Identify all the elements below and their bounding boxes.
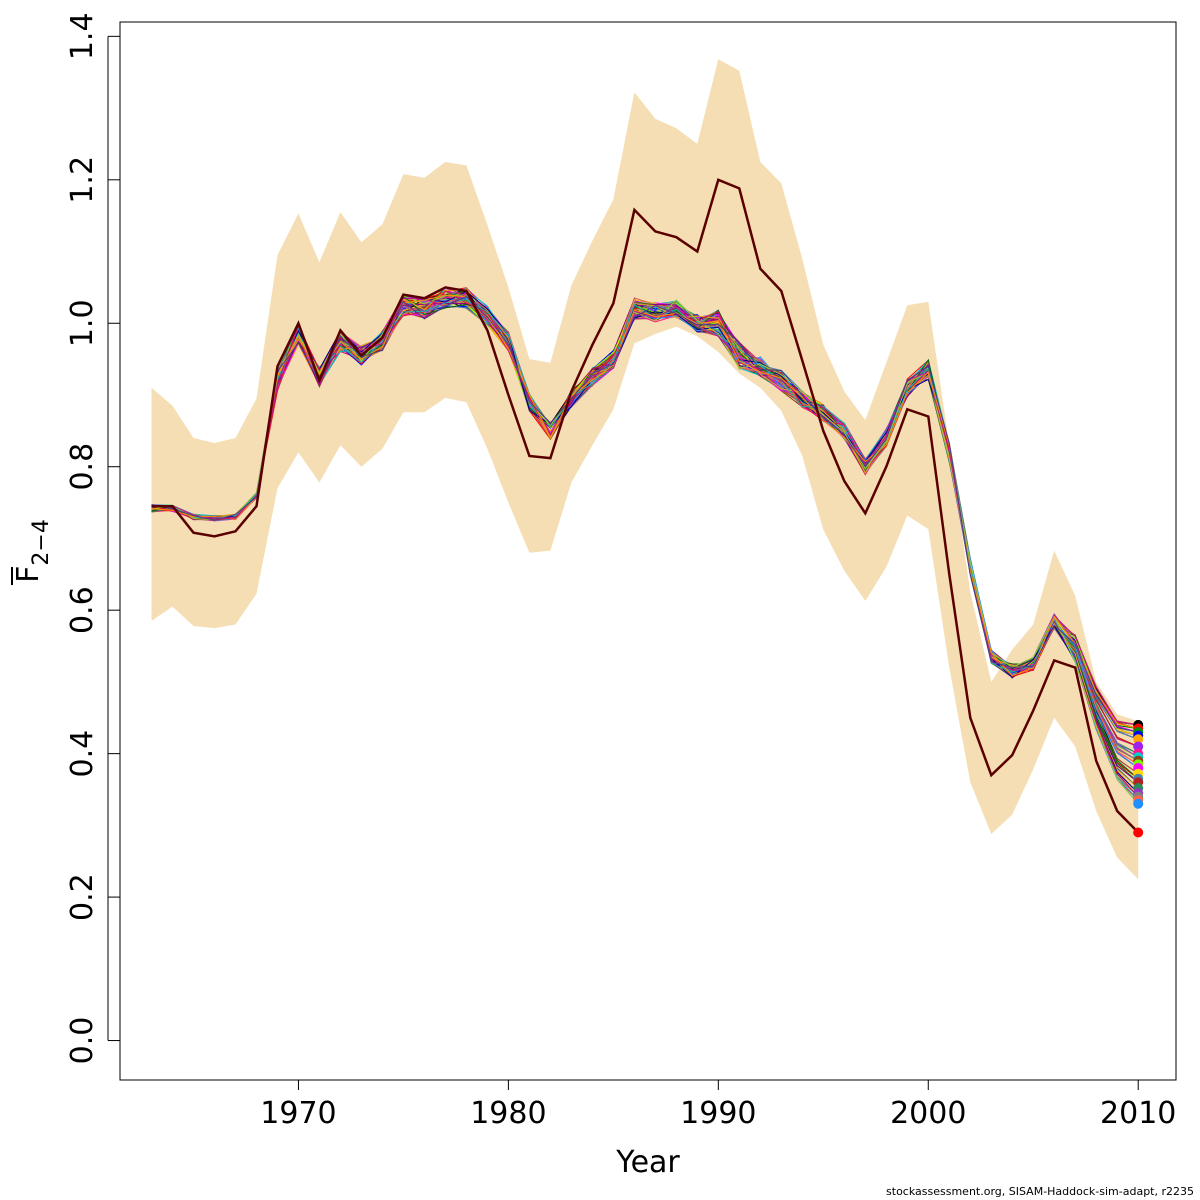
y-axis-title-subscript: 2−4 <box>29 519 54 565</box>
y-axis: 0.0 0.2 0.4 0.6 0.8 1.0 1.2 1.4 <box>65 12 120 1064</box>
end-point <box>1133 741 1144 752</box>
plot-content <box>151 59 1144 880</box>
y-axis-title: F2−4 <box>11 519 54 585</box>
end-point <box>1133 798 1144 809</box>
end-point <box>1133 734 1144 745</box>
footer-note: stockassessment.org, SISAM-Haddock-sim-a… <box>886 1185 1194 1198</box>
y-tick-label: 0.6 <box>65 586 100 634</box>
x-tick-label: 1980 <box>470 1096 546 1131</box>
y-tick-label: 1.4 <box>65 12 100 60</box>
y-tick-label: 0.8 <box>65 443 100 491</box>
x-tick-label: 2010 <box>1100 1096 1176 1131</box>
x-axis-title: Year <box>615 1145 680 1180</box>
x-tick-label: 1990 <box>680 1096 756 1131</box>
svg-text:F2−4: F2−4 <box>11 519 54 583</box>
y-tick-label: 0.2 <box>65 873 100 921</box>
end-point-reference <box>1133 827 1144 838</box>
x-tick-label: 2000 <box>890 1096 966 1131</box>
y-tick-label: 1.0 <box>65 299 100 347</box>
confidence-band <box>151 59 1139 880</box>
simulated-run-line <box>151 295 1139 733</box>
reference-series-line <box>151 178 1140 834</box>
simulated-runs <box>151 287 1139 805</box>
y-tick-label: 0.0 <box>65 1017 100 1065</box>
y-axis-title-main: F <box>11 566 46 583</box>
y-tick-label: 1.2 <box>65 156 100 204</box>
x-axis: 1970 1980 1990 2000 2010 <box>260 1080 1176 1131</box>
x-tick-label: 1970 <box>260 1096 336 1131</box>
y-tick-label: 0.4 <box>65 730 100 778</box>
simulated-run-line <box>151 294 1139 805</box>
plot-frame <box>119 21 1177 1081</box>
end-points <box>1133 719 1144 838</box>
